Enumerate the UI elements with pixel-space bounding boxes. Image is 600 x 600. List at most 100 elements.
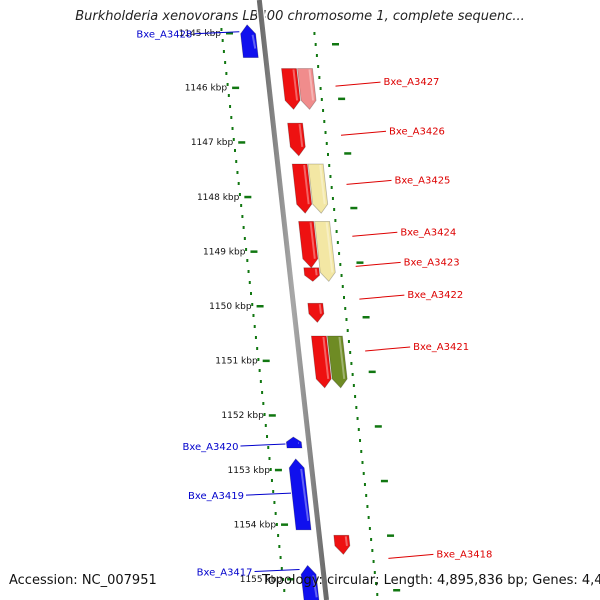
scale-dot (322, 109, 325, 112)
scale-dot (222, 50, 225, 53)
gene-label[interactable]: Bxe_A3425 (395, 175, 451, 186)
scale-dot (254, 336, 257, 339)
gene-label[interactable]: Bxe_A3424 (400, 227, 456, 238)
gene-arrow[interactable] (307, 302, 325, 324)
gene-arrow-highlight (251, 34, 257, 49)
scale-dot (360, 450, 363, 453)
gene-label[interactable]: Bxe_A3422 (407, 290, 463, 301)
scale-dot (354, 395, 357, 398)
gene-arrow[interactable] (333, 534, 351, 556)
scale-dot (376, 593, 379, 596)
scale-dot (253, 325, 256, 328)
gene-arrow[interactable] (281, 68, 301, 111)
tick-label: 1147 kbp (191, 138, 234, 148)
scale-dot (357, 428, 360, 431)
gene-arrow[interactable] (310, 335, 332, 389)
gene-label[interactable]: Bxe_A3426 (389, 126, 445, 137)
scale-dot (266, 435, 269, 438)
scale-dot (237, 182, 240, 185)
gene-label[interactable]: Bxe_A3419 (188, 491, 244, 502)
scale-dot (275, 523, 278, 526)
tick-mark (250, 250, 258, 253)
gene-arrow[interactable] (285, 436, 303, 449)
gene-label[interactable]: Bxe_A3427 (384, 77, 440, 88)
tick-marks: 1145 kbp 1146 kbp 1147 kbp 1148 kbp 1149 kbp… (179, 29, 401, 592)
scale-dot (320, 98, 323, 101)
gene-arrow-highlight (319, 164, 326, 205)
gene-labels[interactable]: Bxe_A3428 Bxe_A3427 Bxe_A3426 Bxe_A3425 Bxe_… (136, 30, 492, 579)
scale-dot (370, 538, 373, 541)
scale-dot (227, 94, 230, 97)
gene-arrow[interactable] (240, 24, 259, 58)
gene-arrow[interactable] (303, 267, 321, 282)
label-leader-line (346, 179, 392, 185)
tick-mark (387, 534, 395, 537)
gene-label[interactable]: Bxe_A3421 (413, 342, 469, 353)
scale-dot (263, 413, 266, 416)
gene-arrow[interactable] (291, 163, 313, 214)
scale-dot (248, 281, 251, 284)
tick-label: 1155 kbp (240, 575, 283, 585)
backbone-line (256, 0, 329, 600)
scale-dot (282, 578, 285, 581)
tick-mark (256, 305, 264, 308)
tick-label: 1154 kbp (234, 520, 277, 530)
scale-dot (262, 402, 265, 405)
tick-label: 1151 kbp (215, 357, 258, 367)
sequence-backbone (255, 0, 331, 600)
gene-label[interactable]: Bxe_A3423 (404, 257, 460, 268)
tick-label: 1146 kbp (185, 84, 228, 94)
gene-arrow[interactable] (326, 335, 348, 389)
label-leader-line (335, 81, 381, 87)
scale-dot (259, 380, 262, 383)
label-leader-line (355, 261, 401, 267)
tick-mark (274, 468, 282, 472)
scale-dot (329, 175, 332, 178)
gene-arrow-highlight (303, 164, 310, 205)
scale-dot (319, 87, 322, 90)
gene-arrow[interactable] (288, 458, 312, 531)
scale-dot (273, 501, 276, 504)
scale-dot (245, 248, 248, 251)
gene-arrow[interactable] (287, 122, 306, 157)
scale-dot (331, 197, 334, 200)
scale-dot (326, 153, 329, 156)
scale-dot (323, 120, 326, 123)
scale-dot (267, 446, 270, 449)
tick-mark (356, 261, 364, 264)
tick-label: 1150 kbp (209, 302, 252, 312)
tick-label: 1153 kbp (228, 466, 271, 476)
gene-arrow[interactable] (298, 220, 319, 269)
scale-dot (242, 226, 245, 229)
scale-dot (272, 490, 275, 493)
gene-arrow[interactable] (297, 68, 317, 111)
gene-arrow[interactable] (307, 163, 329, 214)
gene-label[interactable]: Bxe_A3428 (136, 30, 192, 41)
gene-arrow[interactable] (300, 564, 320, 600)
scale-dot (257, 358, 260, 361)
scale-dot (340, 274, 343, 277)
tick-mark (374, 425, 382, 428)
tick-mark (368, 370, 376, 374)
scale-dot (236, 171, 239, 174)
gene-features[interactable] (240, 24, 351, 600)
gene-label[interactable]: Bxe_A3418 (436, 549, 492, 560)
scale-dot-tracks (220, 28, 379, 596)
accession-text: Accession: NC_007951 (9, 573, 157, 588)
scale-dot (343, 296, 346, 299)
gene-label[interactable]: Bxe_A3417 (197, 568, 253, 579)
tick-mark (344, 152, 352, 155)
gene-label[interactable]: Bxe_A3420 (183, 442, 239, 453)
tick-mark (262, 359, 270, 363)
gene-arrow[interactable] (314, 220, 336, 283)
scale-dot (338, 252, 341, 255)
scale-dot (330, 186, 333, 189)
scale-dot (328, 164, 331, 167)
scale-dot (225, 72, 228, 75)
scale-dot (226, 83, 229, 86)
gene-arrow-highlight (318, 304, 322, 314)
label-leader-line (254, 569, 300, 573)
scale-dot (221, 39, 224, 42)
scale-dot (241, 215, 244, 218)
